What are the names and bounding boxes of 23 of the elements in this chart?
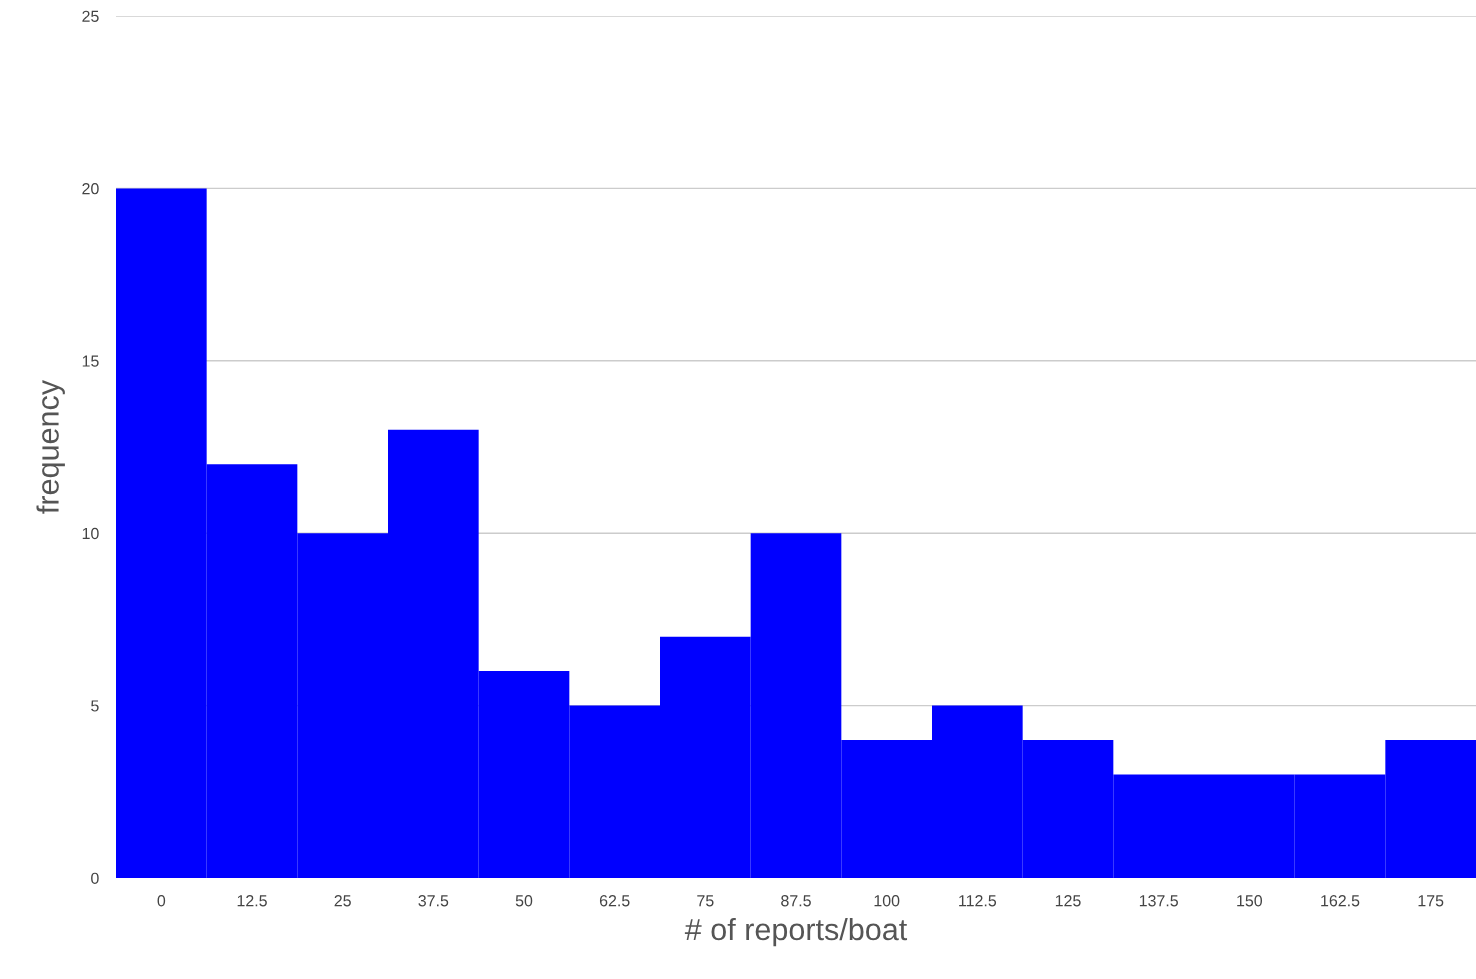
y-tick-label: 5 — [91, 700, 99, 712]
x-tick-label: 75 — [697, 895, 714, 907]
x-axis-title: # of reports/boat — [684, 917, 908, 947]
y-tick-label: 25 — [82, 10, 99, 22]
x-tick-label: 50 — [515, 895, 533, 907]
y-tick-label: 15 — [82, 355, 99, 367]
x-tick-label: 162.5 — [1321, 895, 1360, 907]
y-axis-title: frequency — [36, 379, 65, 514]
x-tick-label: 25 — [334, 895, 351, 907]
y-tick-label: 10 — [82, 527, 99, 540]
x-tick-label: 112.5 — [959, 895, 997, 907]
x-tick-label: 100 — [874, 895, 900, 907]
x-tick-label: 175 — [1418, 895, 1444, 907]
x-tick-label: 150 — [1237, 895, 1263, 907]
x-tick-label: 12.5 — [237, 895, 267, 907]
x-tick-label: 37.5 — [418, 895, 449, 907]
x-tick-label: 0 — [157, 895, 166, 907]
y-tick-label: 0 — [91, 872, 99, 884]
x-tick-label: 125 — [1055, 895, 1081, 907]
y-tick-label: 20 — [82, 183, 99, 195]
x-tick-label: 87.5 — [781, 895, 811, 907]
x-tick-label: 137.5 — [1139, 895, 1178, 907]
x-tick-label: 62.5 — [599, 895, 630, 907]
